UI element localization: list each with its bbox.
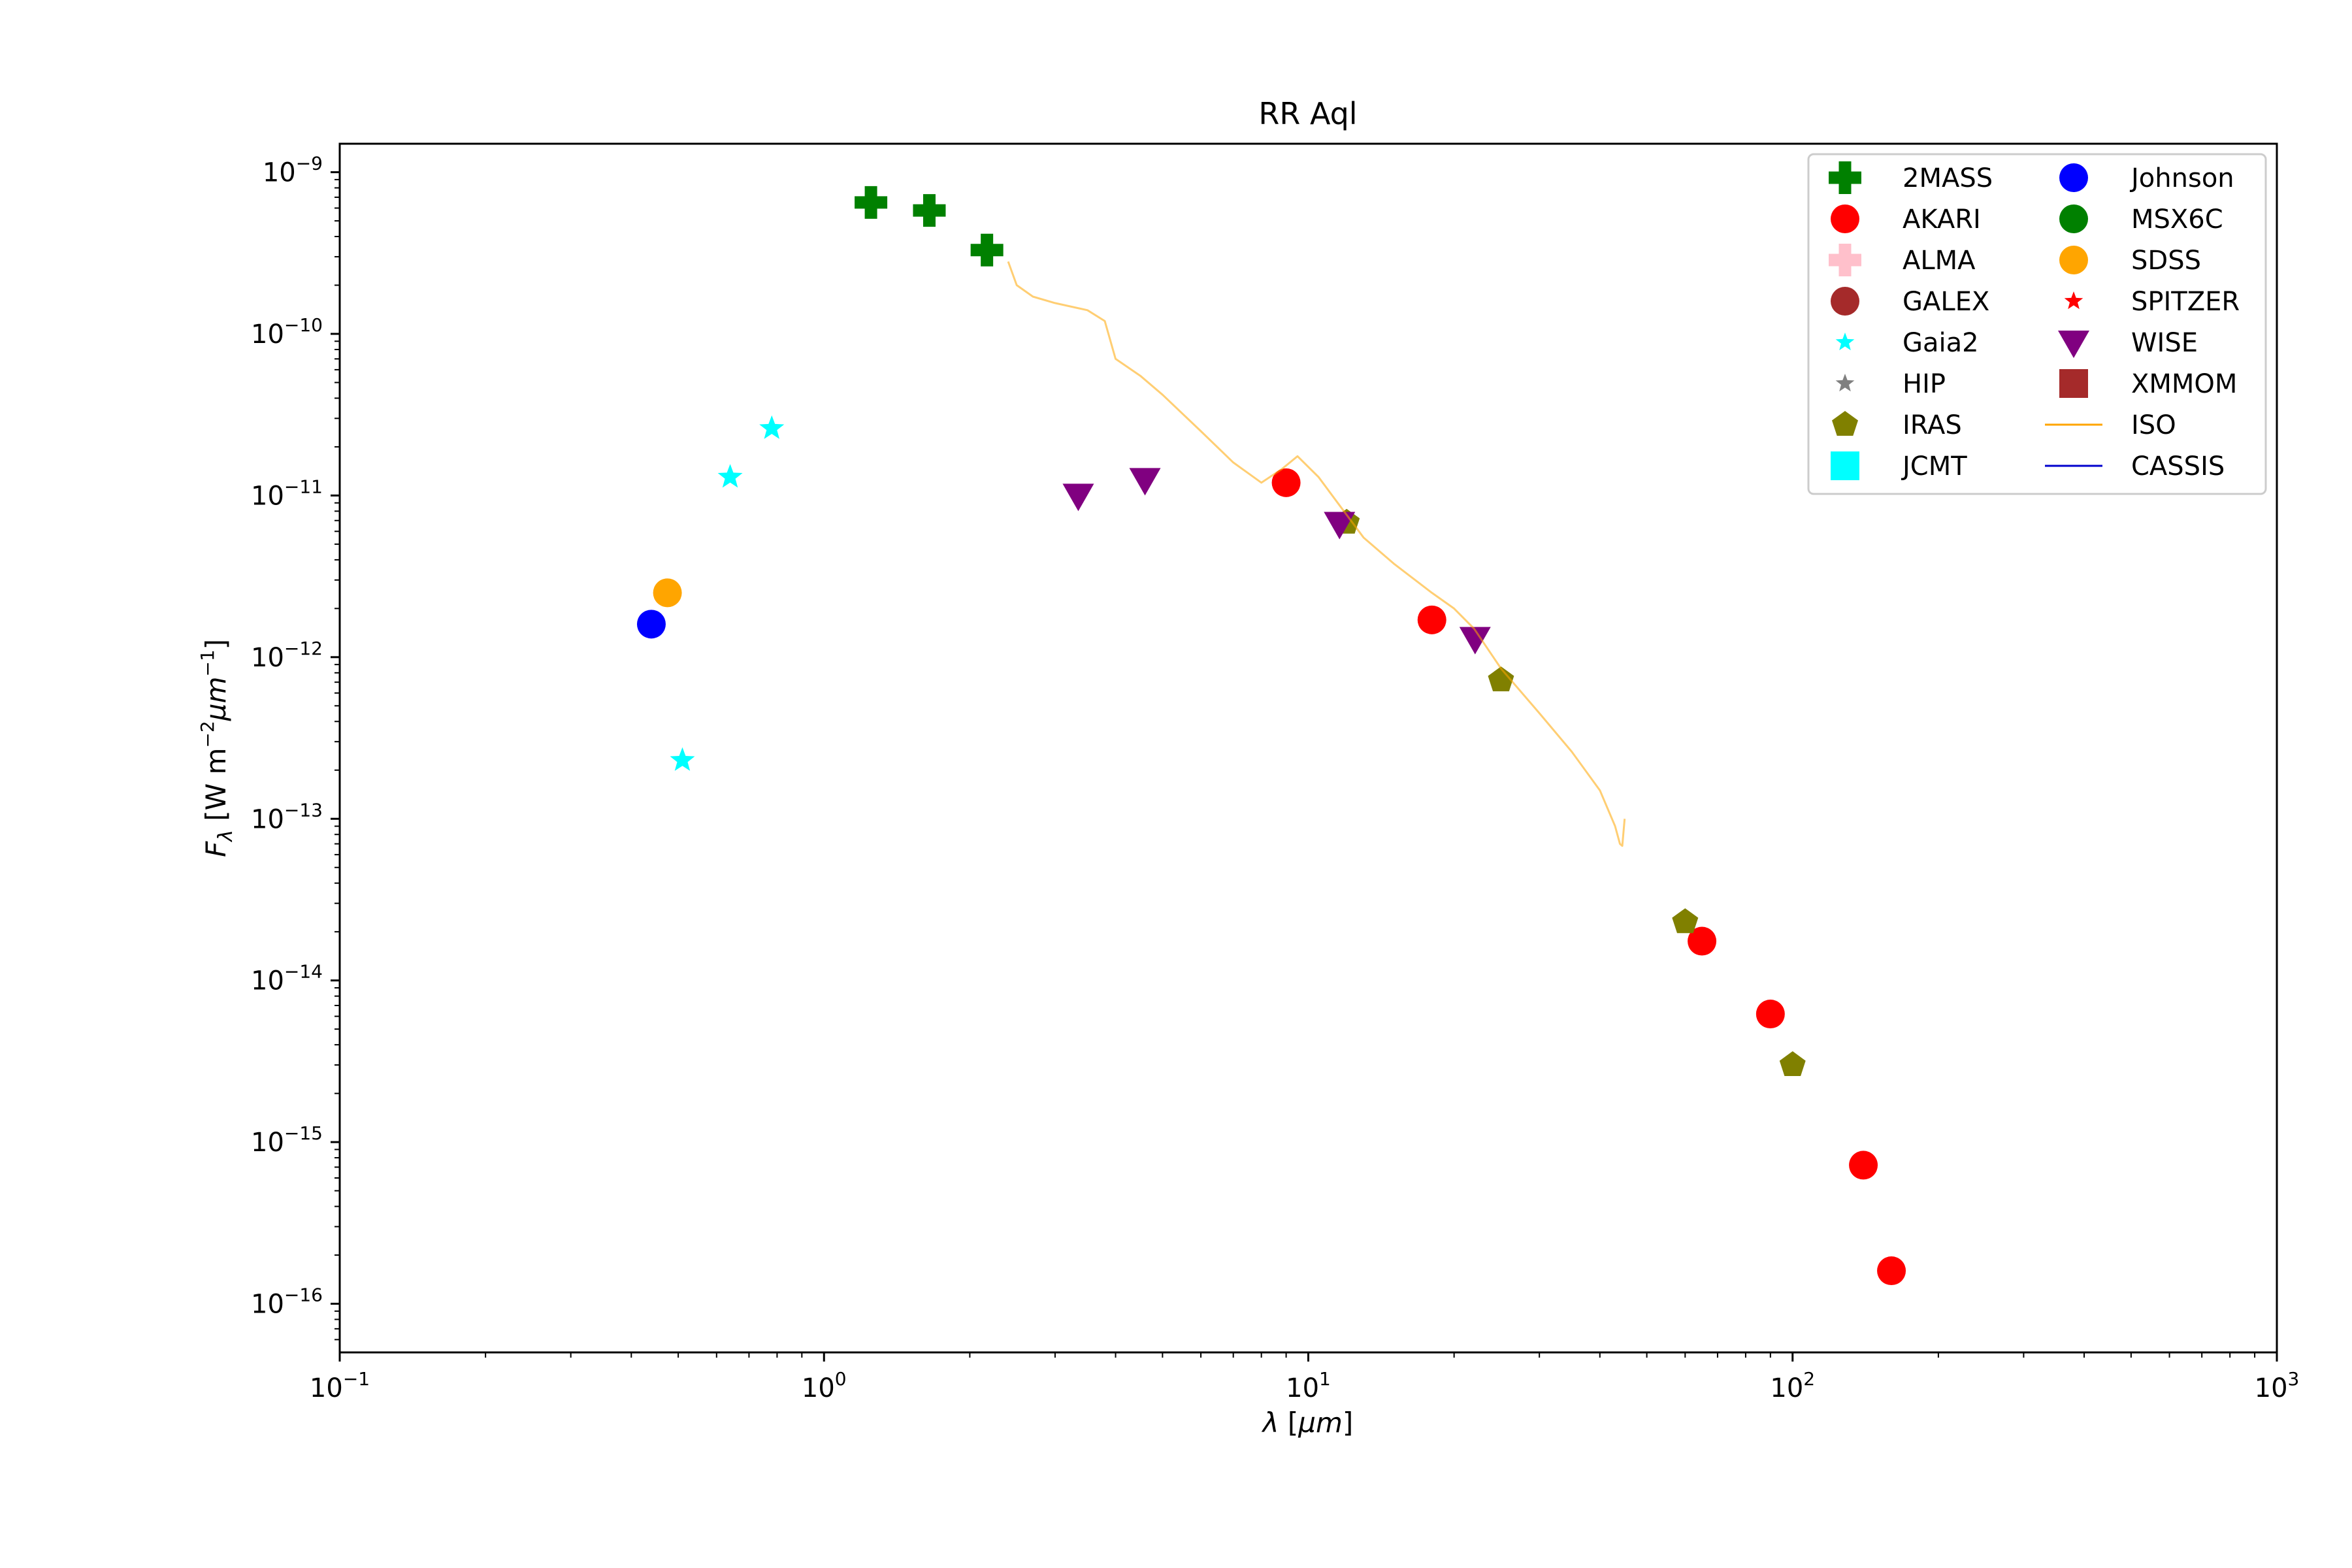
- legend-marker-swatch: [1831, 204, 1859, 233]
- y-tick-label: 10−10: [251, 314, 323, 350]
- y-axis-label: Fλ [W m−2μm−1]: [197, 639, 237, 857]
- legend-item-gaia2: Gaia2: [1835, 328, 1979, 358]
- legend-item-cassis: CASSIS: [2045, 451, 2225, 482]
- series-wise: [1062, 468, 1491, 655]
- akari-point: [1756, 1000, 1785, 1029]
- y-tick-label: 10−14: [251, 961, 323, 996]
- legend-marker-swatch: [1835, 333, 1855, 351]
- legend-frame: [1807, 153, 2267, 495]
- plot-content: [636, 186, 1906, 1286]
- legend-item-xmmom: XMMOM: [2059, 369, 2237, 399]
- 2mass-point: [913, 194, 946, 227]
- legend-label: XMMOM: [2131, 369, 2237, 399]
- legend-marker-swatch: [1831, 451, 1859, 480]
- x-tick-label: 101: [1286, 1368, 1331, 1403]
- legend-label: CASSIS: [2131, 451, 2225, 482]
- y-tick-label: 10−9: [263, 153, 323, 188]
- series-sdss: [653, 578, 682, 608]
- chart-title: RR Aql: [1258, 96, 1357, 131]
- legend-label: SPITZER: [2131, 287, 2240, 317]
- legend-label: MSX6C: [2131, 204, 2223, 235]
- gaia2-point: [717, 464, 743, 488]
- series-iras: [1333, 508, 1806, 1076]
- legend-label: Gaia2: [1903, 328, 1979, 358]
- gaia2-point: [759, 415, 785, 439]
- iras-point: [1488, 666, 1514, 692]
- legend-label: AKARI: [1903, 204, 1981, 235]
- legend-marker-swatch: [1829, 161, 1861, 194]
- legend-label: SDSS: [2131, 246, 2201, 276]
- series-2mass: [855, 186, 1004, 267]
- legend-marker-swatch: [1829, 244, 1861, 276]
- gaia2-point: [670, 747, 695, 771]
- akari-point: [1417, 605, 1446, 634]
- series-johnson: [636, 610, 666, 639]
- legend-label: JCMT: [1901, 451, 1967, 482]
- legend: 2MASS AKARI ALMA GALEX Gaia2 HIP IRAS JCMT Johns…: [1807, 153, 2267, 495]
- wise-point: [1459, 627, 1491, 655]
- legend-label: Johnson: [2129, 163, 2234, 193]
- sdss-point: [653, 578, 682, 608]
- y-tick-label: 10−12: [251, 638, 323, 673]
- legend-marker-swatch: [1831, 287, 1859, 316]
- legend-marker-swatch: [2059, 369, 2088, 398]
- legend-item-sdss: SDSS: [2059, 246, 2201, 276]
- series-iso: [1007, 261, 1626, 847]
- iso-spectrum-line: [1007, 261, 1626, 847]
- x-tick-label: 103: [2255, 1368, 2300, 1403]
- 2mass-point: [970, 233, 1004, 267]
- wise-point: [1062, 483, 1094, 512]
- wise-point: [1129, 468, 1161, 496]
- 2mass-point: [855, 186, 888, 219]
- legend-label: 2MASS: [1903, 163, 1993, 193]
- y-tick-label: 10−11: [251, 476, 323, 511]
- iras-point: [1779, 1051, 1806, 1076]
- series-akari: [1271, 468, 1906, 1286]
- legend-marker-swatch: [1832, 411, 1858, 436]
- legend-marker-swatch: [2064, 291, 2083, 310]
- x-tick-label: 10−1: [310, 1368, 370, 1403]
- wise-point: [1324, 512, 1356, 540]
- legend-item-spitzer: SPITZER: [2064, 287, 2240, 317]
- legend-label: WISE: [2131, 328, 2198, 358]
- y-tick-label: 10−13: [251, 799, 323, 834]
- legend-label: ISO: [2131, 410, 2176, 440]
- legend-item-msx6c: MSX6C: [2059, 204, 2223, 235]
- akari-point: [1271, 468, 1301, 497]
- legend-label: ALMA: [1903, 246, 1976, 276]
- legend-label: GALEX: [1903, 287, 1989, 317]
- iras-point: [1672, 908, 1699, 934]
- legend-item-johnson: Johnson: [2059, 163, 2234, 193]
- legend-label: HIP: [1903, 369, 1946, 399]
- legend-marker-swatch: [2059, 246, 2088, 274]
- legend-item-2mass: 2MASS: [1829, 161, 1993, 194]
- akari-point: [1849, 1151, 1878, 1180]
- y-tick-label: 10−15: [251, 1122, 323, 1158]
- y-tick-label: 10−16: [251, 1284, 323, 1320]
- legend-item-hip: HIP: [1835, 369, 1946, 399]
- x-tick-label: 100: [802, 1368, 847, 1403]
- legend-item-wise: WISE: [2058, 328, 2198, 358]
- legend-item-alma: ALMA: [1829, 244, 1976, 276]
- series-gaia2: [670, 415, 785, 771]
- legend-marker-swatch: [2059, 204, 2088, 233]
- legend-item-jcmt: JCMT: [1831, 451, 1967, 482]
- legend-marker-swatch: [1835, 374, 1855, 392]
- legend-label: IRAS: [1903, 410, 1962, 440]
- legend-item-akari: AKARI: [1831, 204, 1981, 235]
- johnson-point: [636, 610, 666, 639]
- x-axis-label: λ [μm]: [1262, 1407, 1354, 1439]
- legend-item-iso: ISO: [2045, 410, 2176, 440]
- x-tick-label: 102: [1770, 1368, 1815, 1403]
- akari-point: [1688, 926, 1717, 956]
- akari-point: [1877, 1256, 1906, 1286]
- legend-item-iras: IRAS: [1832, 410, 1962, 440]
- legend-marker-swatch: [2059, 163, 2088, 192]
- legend-marker-swatch: [2058, 331, 2089, 358]
- legend-item-galex: GALEX: [1831, 287, 1989, 317]
